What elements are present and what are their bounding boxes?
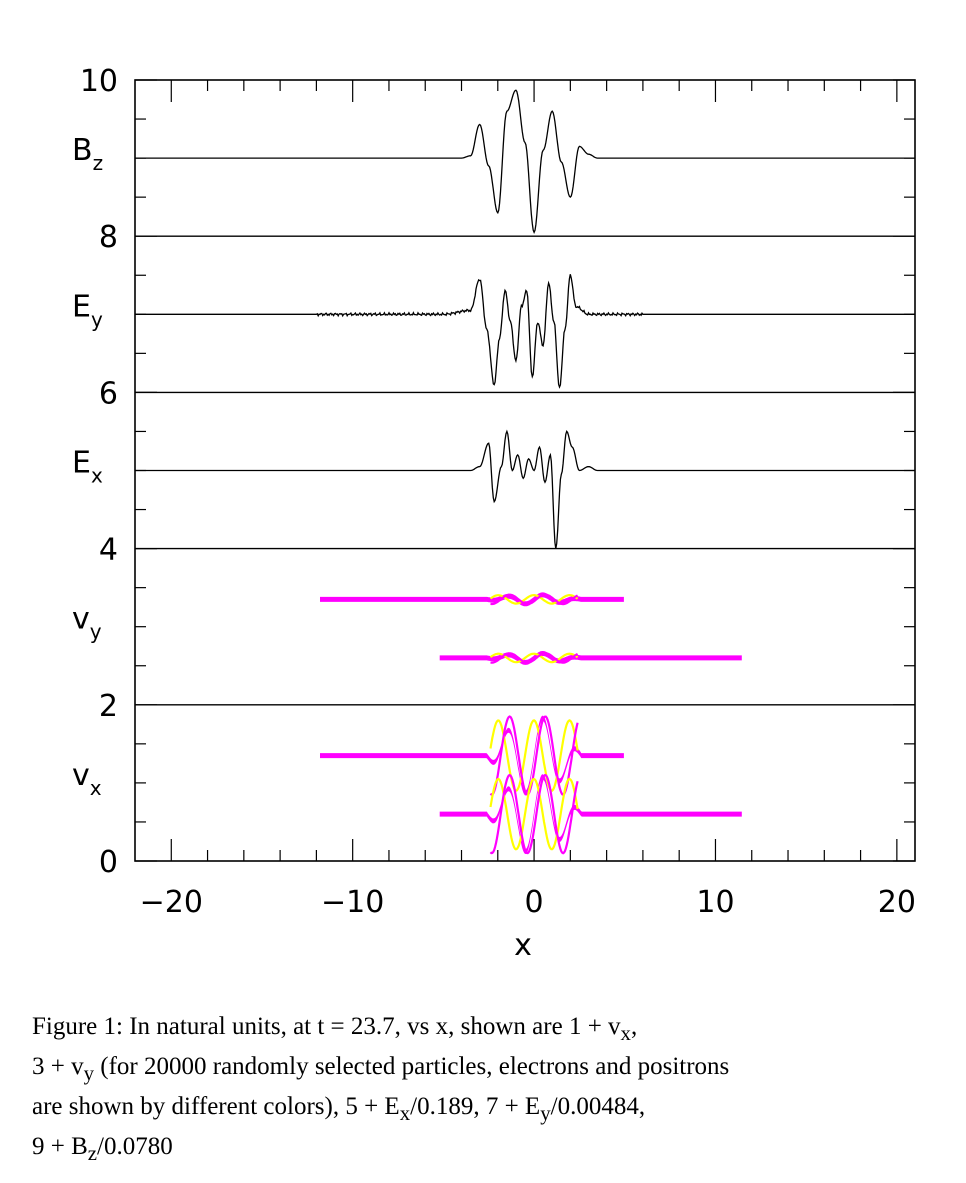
y-tick-label: 10 — [80, 64, 118, 99]
particle-layer — [320, 592, 742, 855]
caption-text: /0.00484, — [550, 1093, 646, 1120]
y-tick-label: 2 — [99, 689, 118, 724]
caption-sub: y — [83, 1061, 95, 1085]
panel-label-subscript: y — [90, 620, 102, 644]
series-layer — [135, 89, 915, 549]
caption-text: /0.0780 — [97, 1133, 173, 1160]
x-tick-label: −20 — [140, 885, 203, 920]
particle-band-vx — [320, 715, 624, 796]
caption-sub: x — [620, 1021, 631, 1045]
figure-plot: −20 −10 0 10 20 0 2 4 6 8 10 Bz Ey Ex vy vx x — [72, 64, 916, 963]
particle-positrons-vx — [489, 777, 579, 851]
series-line-Ey — [135, 274, 915, 389]
particle-electrons-vx — [489, 773, 579, 855]
panel-label-subscript: x — [91, 464, 103, 488]
ticks-layer — [135, 79, 915, 862]
panel-label-subscript: x — [90, 776, 102, 800]
particle-positrons-vx — [489, 719, 579, 792]
particle-band-vy — [439, 651, 742, 665]
caption-text: (for 20000 randomly selected particles, … — [94, 1053, 730, 1080]
x-tick-label: −10 — [321, 885, 384, 920]
y-tick-label: 4 — [99, 533, 118, 568]
particle-band-vx — [439, 774, 742, 854]
panel-label: vx — [72, 758, 102, 800]
caption-text: 3 + v — [32, 1053, 84, 1080]
caption-text: , — [630, 1013, 638, 1040]
y-tick-label: 6 — [99, 376, 118, 411]
caption-sub: z — [87, 1141, 98, 1165]
x-tick-label: 0 — [525, 885, 544, 920]
caption-sub: y — [540, 1101, 551, 1125]
panel-label: Bz — [72, 133, 103, 175]
panel-label: Ex — [72, 446, 103, 488]
particle-positrons-vy — [489, 652, 579, 664]
caption-line-2: 3 + vy (for 20000 randomly selected part… — [32, 1050, 917, 1090]
y-tick-label: 0 — [99, 845, 118, 880]
x-tick-label: 10 — [696, 885, 734, 920]
particle-electrons-vy — [490, 652, 579, 664]
caption-line-4: 9 + Bz/0.0780 — [32, 1130, 917, 1170]
caption-text: 9 + B — [32, 1133, 88, 1160]
figure-caption: Figure 1: In natural units, at t = 23.7,… — [32, 1010, 917, 1170]
caption-line-1: Figure 1: In natural units, at t = 23.7,… — [32, 1010, 917, 1050]
particle-band-vy — [320, 592, 624, 607]
panel-label: vy — [72, 602, 102, 644]
caption-sub: x — [399, 1101, 411, 1125]
caption-text: Figure 1: In natural units, at t = 23.7,… — [32, 1013, 621, 1040]
caption-text: are shown by different colors), 5 + E — [32, 1093, 400, 1120]
caption-text: /0.189, 7 + E — [410, 1093, 541, 1120]
y-tick-label: 8 — [99, 220, 118, 255]
series-line-Ex — [135, 429, 915, 549]
caption-line-3: are shown by different colors), 5 + Ex/0… — [32, 1090, 917, 1130]
x-axis-label: x — [514, 928, 532, 963]
particle-positrons-vy — [489, 593, 579, 605]
x-tick-label: 20 — [878, 885, 916, 920]
particle-electrons-vy — [490, 593, 579, 606]
panel-label-subscript: z — [93, 151, 104, 175]
series-line-Bz — [135, 89, 915, 234]
panel-label-subscript: y — [91, 307, 103, 331]
panel-label: Ey — [72, 289, 103, 331]
